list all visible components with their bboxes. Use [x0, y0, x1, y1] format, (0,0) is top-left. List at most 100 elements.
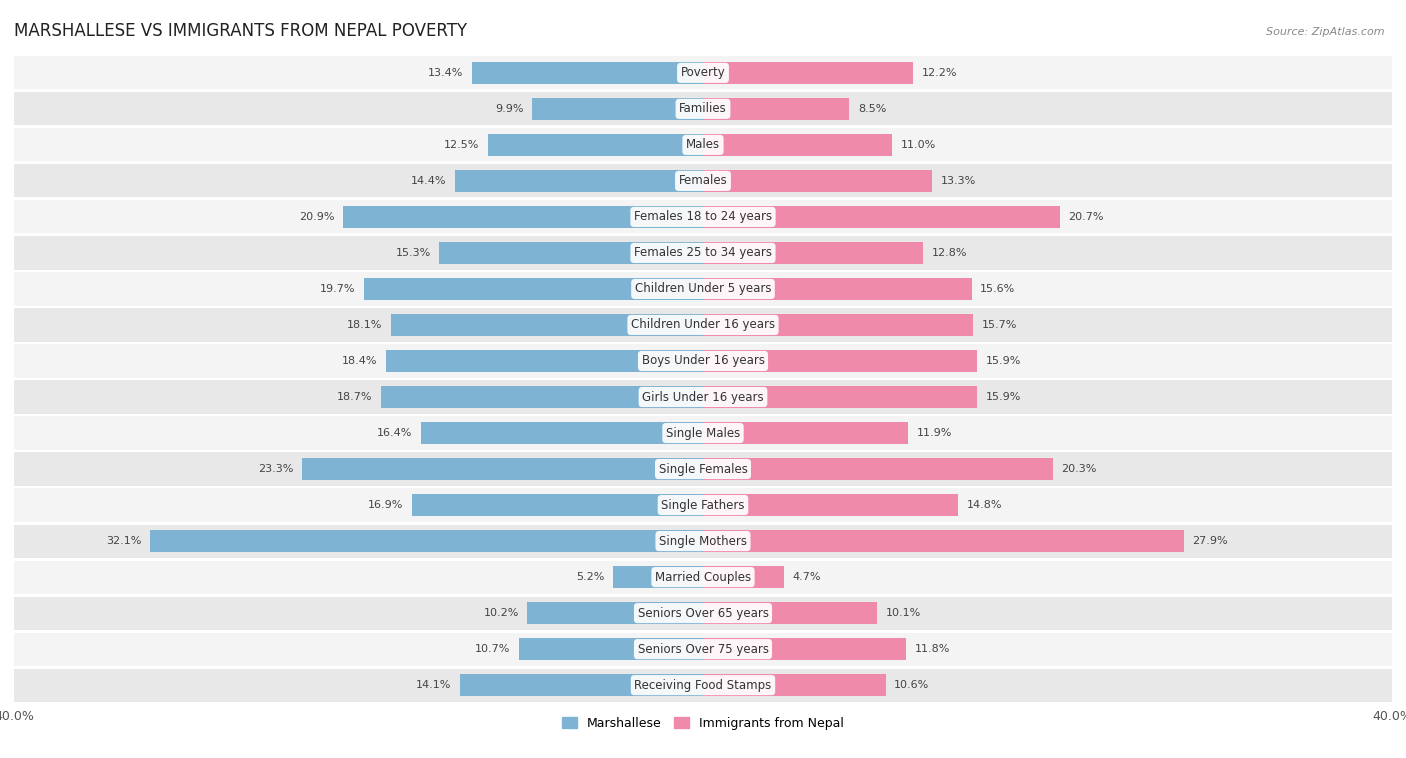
Bar: [613, 566, 703, 588]
Bar: [703, 638, 907, 660]
Text: Families: Families: [679, 102, 727, 115]
Text: 18.4%: 18.4%: [342, 356, 377, 366]
Text: 11.8%: 11.8%: [915, 644, 950, 654]
Bar: [703, 458, 1053, 481]
Text: 10.2%: 10.2%: [484, 608, 519, 618]
Bar: [533, 98, 703, 120]
Text: 14.8%: 14.8%: [966, 500, 1002, 510]
Text: 10.6%: 10.6%: [894, 680, 929, 690]
Bar: [703, 602, 877, 625]
Text: MARSHALLESE VS IMMIGRANTS FROM NEPAL POVERTY: MARSHALLESE VS IMMIGRANTS FROM NEPAL POV…: [14, 23, 467, 40]
Text: 20.9%: 20.9%: [299, 212, 335, 222]
Bar: [343, 205, 703, 228]
Text: 20.3%: 20.3%: [1062, 464, 1097, 474]
Text: 12.5%: 12.5%: [444, 140, 479, 150]
Text: 5.2%: 5.2%: [576, 572, 605, 582]
Text: Receiving Food Stamps: Receiving Food Stamps: [634, 678, 772, 691]
Bar: [14, 597, 1392, 630]
Bar: [381, 386, 703, 408]
Text: Married Couples: Married Couples: [655, 571, 751, 584]
Text: 16.9%: 16.9%: [368, 500, 404, 510]
Text: 13.4%: 13.4%: [429, 68, 464, 78]
Bar: [703, 674, 886, 697]
Text: Single Females: Single Females: [658, 462, 748, 475]
Text: 15.7%: 15.7%: [981, 320, 1018, 330]
Text: 15.9%: 15.9%: [986, 356, 1021, 366]
Text: 27.9%: 27.9%: [1192, 536, 1227, 546]
Bar: [14, 453, 1392, 486]
Text: 23.3%: 23.3%: [257, 464, 292, 474]
Bar: [14, 200, 1392, 233]
Text: 14.1%: 14.1%: [416, 680, 451, 690]
Bar: [703, 277, 972, 300]
Text: Single Mothers: Single Mothers: [659, 534, 747, 547]
Text: Poverty: Poverty: [681, 67, 725, 80]
Text: Seniors Over 75 years: Seniors Over 75 years: [637, 643, 769, 656]
Text: 16.4%: 16.4%: [377, 428, 412, 438]
Bar: [703, 350, 977, 372]
Text: 14.4%: 14.4%: [411, 176, 446, 186]
Text: 10.7%: 10.7%: [475, 644, 510, 654]
Bar: [519, 638, 703, 660]
Bar: [14, 272, 1392, 305]
Text: 15.6%: 15.6%: [980, 284, 1015, 294]
Text: 20.7%: 20.7%: [1069, 212, 1104, 222]
Bar: [14, 128, 1392, 161]
Text: 13.3%: 13.3%: [941, 176, 976, 186]
Text: 9.9%: 9.9%: [495, 104, 524, 114]
Text: 32.1%: 32.1%: [105, 536, 142, 546]
Bar: [14, 56, 1392, 89]
Bar: [703, 170, 932, 192]
Bar: [14, 525, 1392, 558]
Text: Seniors Over 65 years: Seniors Over 65 years: [637, 606, 769, 619]
Bar: [14, 669, 1392, 702]
Text: 18.1%: 18.1%: [347, 320, 382, 330]
Text: 15.9%: 15.9%: [986, 392, 1021, 402]
Text: Boys Under 16 years: Boys Under 16 years: [641, 355, 765, 368]
Bar: [456, 170, 703, 192]
Bar: [472, 61, 703, 84]
Text: Children Under 16 years: Children Under 16 years: [631, 318, 775, 331]
Legend: Marshallese, Immigrants from Nepal: Marshallese, Immigrants from Nepal: [557, 712, 849, 735]
Text: 8.5%: 8.5%: [858, 104, 886, 114]
Bar: [703, 205, 1060, 228]
Bar: [703, 422, 908, 444]
Bar: [488, 133, 703, 156]
Text: 19.7%: 19.7%: [319, 284, 356, 294]
Bar: [14, 309, 1392, 342]
Bar: [420, 422, 703, 444]
Bar: [703, 530, 1184, 553]
Bar: [703, 494, 957, 516]
Bar: [703, 133, 893, 156]
Bar: [14, 92, 1392, 126]
Bar: [14, 560, 1392, 594]
Bar: [14, 416, 1392, 449]
Bar: [391, 314, 703, 336]
Bar: [302, 458, 703, 481]
Bar: [703, 98, 849, 120]
Bar: [440, 242, 703, 264]
Bar: [14, 236, 1392, 270]
Text: 10.1%: 10.1%: [886, 608, 921, 618]
Text: Females: Females: [679, 174, 727, 187]
Text: Source: ZipAtlas.com: Source: ZipAtlas.com: [1267, 27, 1385, 36]
Text: Single Fathers: Single Fathers: [661, 499, 745, 512]
Bar: [364, 277, 703, 300]
Text: 11.9%: 11.9%: [917, 428, 952, 438]
Text: Children Under 5 years: Children Under 5 years: [634, 283, 772, 296]
Text: Girls Under 16 years: Girls Under 16 years: [643, 390, 763, 403]
Bar: [703, 61, 912, 84]
Bar: [14, 344, 1392, 377]
Text: 11.0%: 11.0%: [901, 140, 936, 150]
Text: 4.7%: 4.7%: [793, 572, 821, 582]
Text: 18.7%: 18.7%: [337, 392, 373, 402]
Text: Females 18 to 24 years: Females 18 to 24 years: [634, 211, 772, 224]
Bar: [14, 488, 1392, 522]
Bar: [703, 314, 973, 336]
Bar: [14, 381, 1392, 414]
Text: Females 25 to 34 years: Females 25 to 34 years: [634, 246, 772, 259]
Bar: [14, 632, 1392, 666]
Text: 12.2%: 12.2%: [922, 68, 957, 78]
Text: Single Males: Single Males: [666, 427, 740, 440]
Bar: [412, 494, 703, 516]
